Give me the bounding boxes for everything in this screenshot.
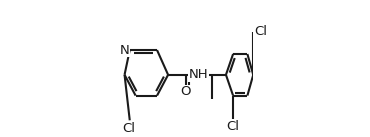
Text: Cl: Cl (254, 25, 267, 38)
Text: NH: NH (189, 68, 208, 81)
Text: Cl: Cl (226, 120, 240, 133)
Text: O: O (181, 85, 191, 98)
Text: Cl: Cl (122, 122, 135, 135)
Text: N: N (120, 44, 129, 57)
